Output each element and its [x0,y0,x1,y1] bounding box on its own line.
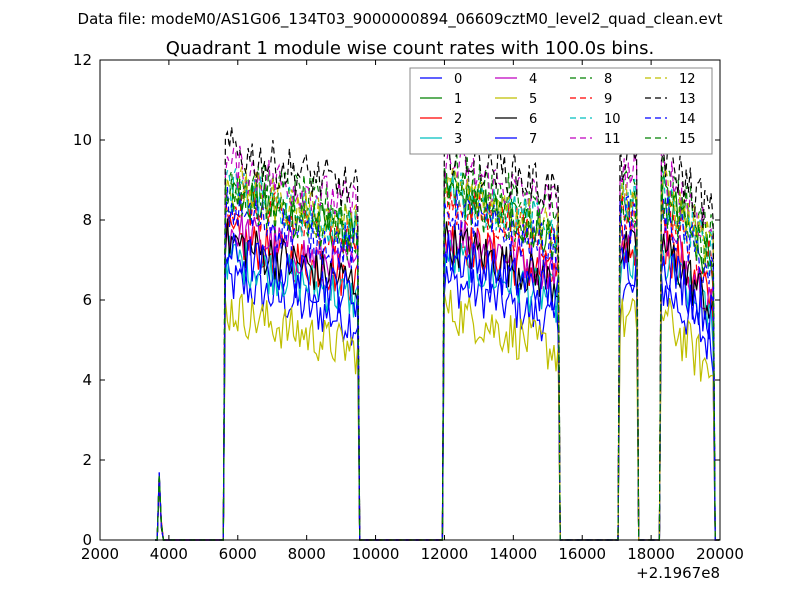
legend-entry-1: 1 [420,92,462,107]
legend-label: 4 [529,72,537,87]
legend-entry-11: 11 [570,132,621,147]
legend-entry-15: 15 [645,132,696,147]
legend-entry-6: 6 [495,112,537,127]
legend-box [409,67,713,155]
y-tick-label: 12 [73,51,92,69]
series-line-9 [155,177,720,541]
legend-label: 12 [679,72,696,87]
series-line-10 [155,168,720,541]
legend-entry-14: 14 [645,112,696,127]
x-tick-label: 10000 [352,545,400,563]
legend-label: 9 [604,92,612,107]
legend-label: 11 [604,132,621,147]
x-tick-label: 12000 [421,545,469,563]
y-tick-label: 0 [82,531,92,549]
legend-label: 0 [454,72,462,87]
legend-entry-10: 10 [570,112,621,127]
x-tick-label: 16000 [558,545,606,563]
x-tick-label: 18000 [627,545,675,563]
legend-label: 15 [679,132,696,147]
y-tick-label: 2 [82,451,92,469]
legend-label: 13 [679,92,696,107]
x-tick-label: 8000 [288,545,326,563]
x-axis: 2000 4000 6000 8000 10000 12000 14000 16000 1800… [81,60,744,563]
legend-label: 2 [454,112,462,127]
legend-entry-4: 4 [495,72,537,87]
y-tick-label: 6 [82,291,92,309]
legend-entry-12: 12 [645,72,696,87]
chart-suptitle: Data file: modeM0/AS1G06_134T03_90000008… [78,10,723,29]
x-offset-label: +2.1967e8 [636,564,720,582]
legend-entry-2: 2 [420,112,462,127]
x-tick-label: 4000 [150,545,188,563]
legend-entry-0: 0 [420,72,462,87]
legend-label: 14 [679,112,696,127]
series-line-15 [155,172,720,541]
legend-entry-9: 9 [570,92,612,107]
legend-label: 3 [454,132,462,147]
x-tick-label: 2000 [81,545,119,563]
x-tick-label: 20000 [696,545,744,563]
legend-label: 5 [529,92,537,107]
series-line-8 [155,154,720,541]
legend-entry-8: 8 [570,72,612,87]
legend-label: 10 [604,112,621,127]
legend-label: 7 [529,132,537,147]
legend-label: 6 [529,112,537,127]
x-tick-label: 6000 [219,545,257,563]
y-tick-label: 4 [82,371,92,389]
legend-entry-3: 3 [420,132,462,147]
chart-title: Quadrant 1 module wise count rates with … [166,38,655,59]
y-tick-label: 8 [82,211,92,229]
legend-entry-7: 7 [495,132,537,147]
legend-entry-5: 5 [495,92,537,107]
legend-label: 1 [454,92,462,107]
legend-entry-13: 13 [645,92,696,107]
legend-label: 8 [604,72,612,87]
x-tick-label: 14000 [489,545,537,563]
y-tick-label: 10 [73,131,92,149]
